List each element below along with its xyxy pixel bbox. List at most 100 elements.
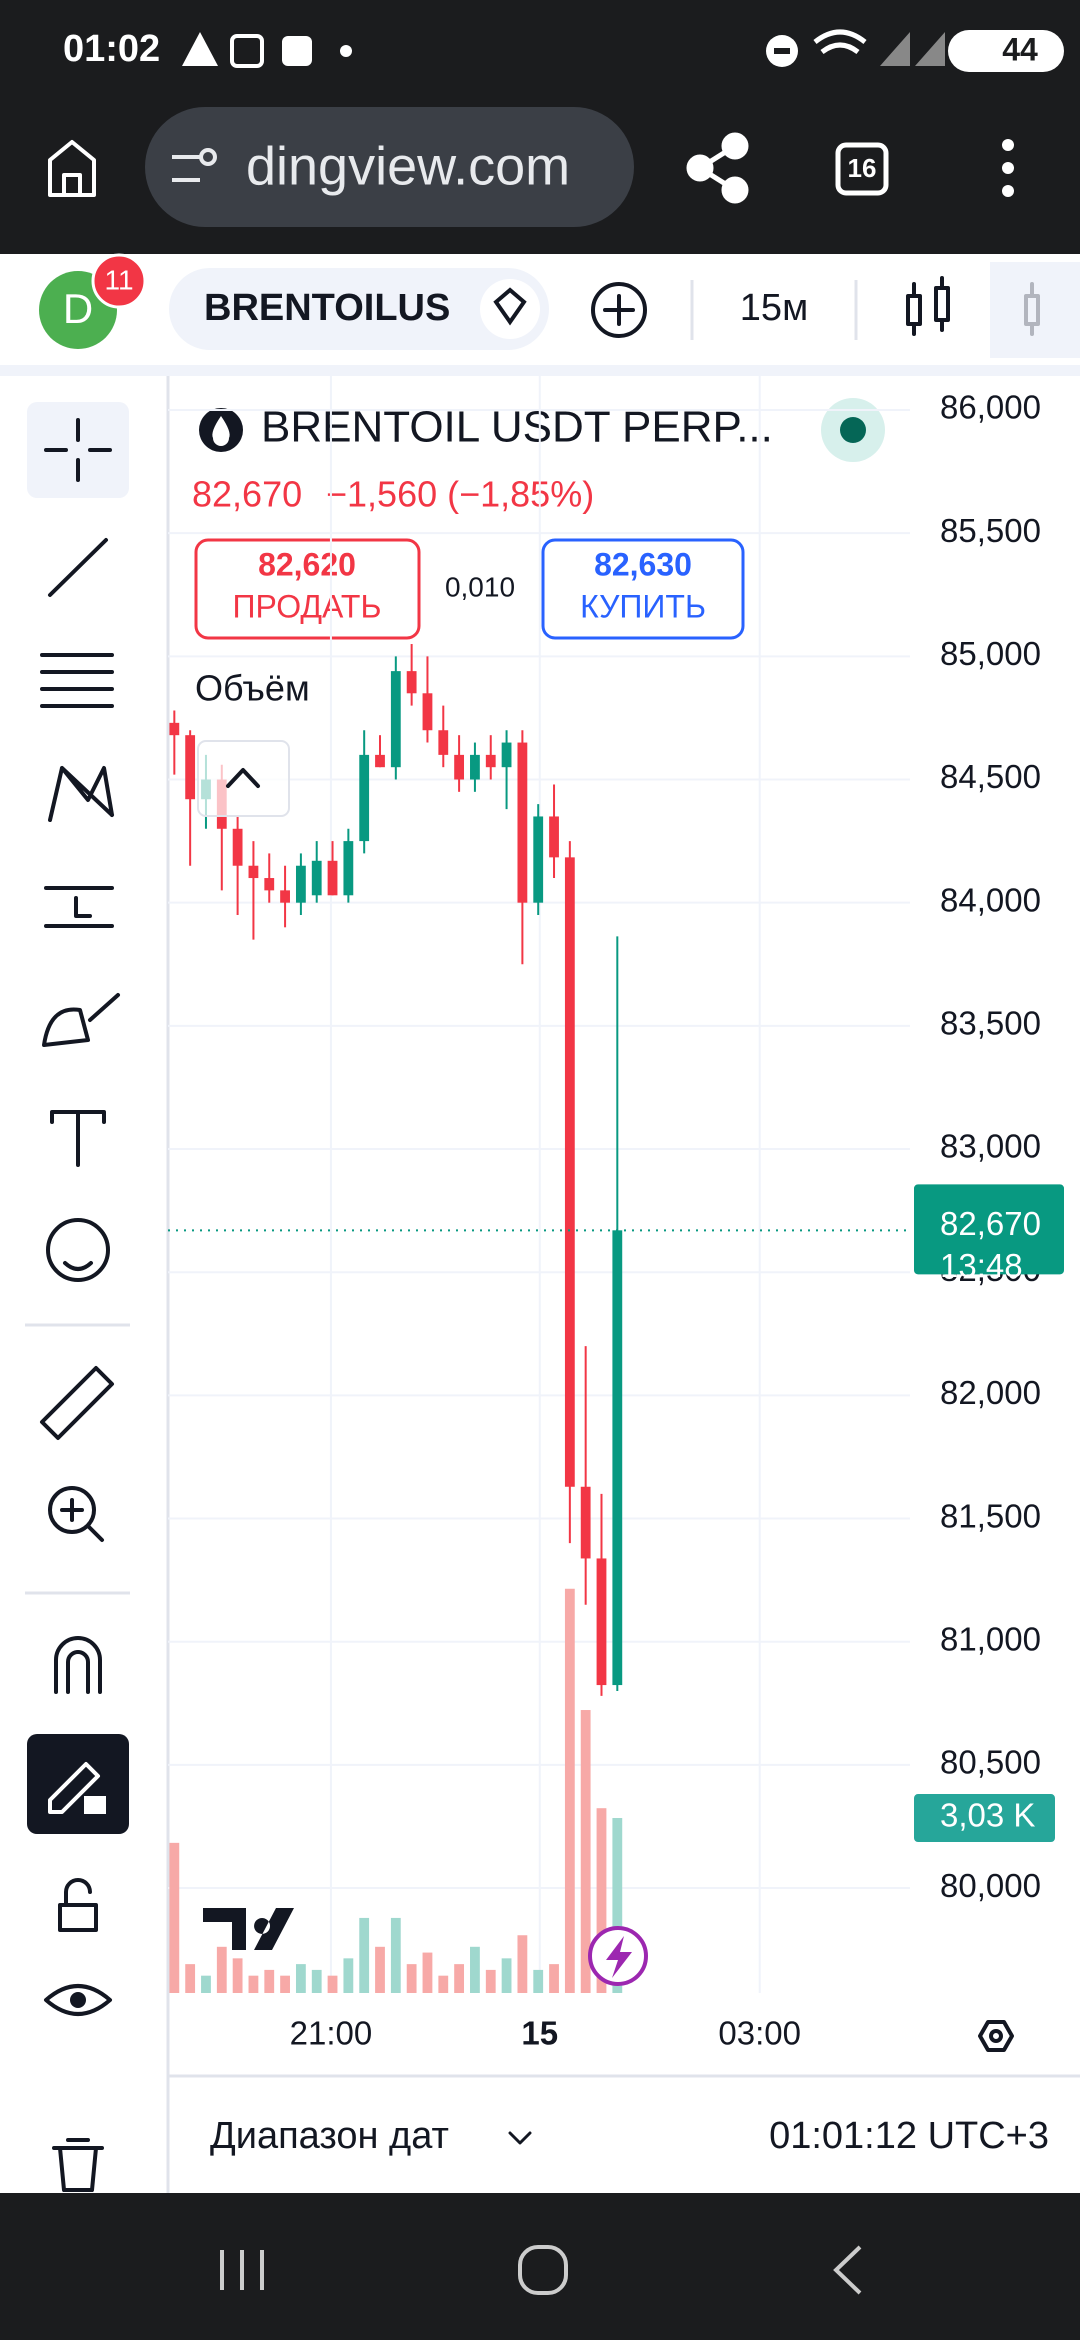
pencil — [48, 1762, 100, 1814]
home-nav-button[interactable] — [518, 2245, 568, 2295]
ruler-tool[interactable] — [40, 1366, 114, 1440]
volume-bar — [438, 1975, 449, 1993]
volume-bar — [343, 1958, 354, 1993]
volume-bar — [311, 1969, 322, 1993]
candle-body — [564, 857, 575, 1487]
buy-button[interactable] — [541, 538, 745, 640]
menu-button[interactable] — [1002, 139, 1014, 197]
y-tick-label: 85,500 — [940, 512, 1041, 549]
plus — [603, 294, 635, 326]
candle-body — [327, 860, 338, 896]
lock — [84, 1796, 106, 1814]
volume-bar — [549, 1964, 559, 1993]
last-price-box — [914, 1184, 1064, 1275]
x-tick-label: 21:00 — [290, 2015, 373, 2052]
warning-icon — [182, 32, 218, 66]
lock-drawings-tool[interactable] — [27, 1734, 129, 1834]
volume-bar — [533, 1969, 544, 1993]
symbol: BRENTOILUS — [204, 287, 450, 329]
nav-bar — [0, 2193, 1080, 2340]
tab-count: 16 — [848, 153, 877, 183]
sell-label: ПРОДАТЬ — [233, 588, 382, 624]
zoom-tool[interactable] — [48, 1486, 96, 1534]
pupil — [70, 1992, 86, 2008]
pattern-tool[interactable] — [48, 766, 114, 822]
signal-icon — [880, 32, 945, 66]
sell-button[interactable] — [194, 538, 421, 640]
separator — [0, 365, 1080, 376]
volume-bar — [454, 1964, 465, 1993]
crosshair-tool[interactable] — [27, 402, 129, 498]
candle-body — [280, 890, 290, 903]
site-settings[interactable] — [172, 155, 200, 182]
recents-button[interactable] — [220, 2250, 264, 2290]
candle-body — [390, 671, 401, 768]
volume-bar — [169, 1842, 180, 1993]
candle-body — [438, 730, 449, 755]
chart-type-button[interactable] — [906, 276, 950, 336]
y-tick-label: 83,000 — [940, 1128, 1041, 1165]
volume-bar — [185, 1964, 196, 1993]
chevron-down — [508, 2131, 532, 2145]
magnet-tool[interactable] — [54, 1636, 102, 1694]
y-tick-label: 84,000 — [940, 881, 1041, 918]
compare-button[interactable] — [591, 282, 647, 338]
candle-body — [185, 735, 196, 800]
candle-body — [169, 722, 180, 736]
tabs-button[interactable] — [835, 142, 889, 196]
volume-bar — [359, 1917, 370, 1993]
volume-bar — [422, 1952, 433, 1993]
price-change: −1,560 (−1,85%) — [326, 474, 594, 515]
volume-bar — [264, 1969, 275, 1993]
candle-body — [359, 754, 370, 842]
date-range[interactable]: Диапазон дат — [210, 2115, 449, 2157]
visibility-tool[interactable] — [44, 1984, 112, 2016]
crosshair — [44, 418, 112, 482]
interval[interactable]: 15м — [740, 287, 808, 329]
volume-bar — [232, 1958, 243, 1993]
indicators-button[interactable] — [990, 262, 1080, 358]
settings-button[interactable] — [978, 2020, 1014, 2052]
y-tick-label: 85,000 — [940, 635, 1041, 672]
home-button[interactable] — [48, 140, 96, 197]
grid — [168, 376, 910, 1993]
fib-tool[interactable] — [40, 653, 114, 708]
gear-hole — [989, 2029, 1003, 2043]
volume-bar — [596, 1808, 607, 1993]
forecast-tool[interactable] — [44, 886, 114, 928]
trendline-tool[interactable] — [48, 538, 108, 597]
candle-body — [264, 878, 275, 891]
candle-body — [406, 671, 417, 694]
candle-body — [422, 693, 433, 731]
dnd-bar — [774, 48, 790, 54]
chart-clock: 01:01:12 UTC+3 — [769, 2115, 1049, 2157]
sell-price: 82,620 — [258, 546, 356, 582]
collapse-button[interactable] — [197, 740, 290, 817]
delete-tool[interactable] — [52, 2138, 104, 2192]
unlock-tool[interactable] — [58, 1878, 98, 1932]
drop — [212, 416, 230, 446]
zoom-plus — [60, 1498, 104, 1542]
volume-bar — [564, 1588, 575, 1993]
status-dot — [840, 417, 866, 443]
smile — [63, 1261, 93, 1271]
premium-button[interactable] — [480, 279, 540, 339]
dot — [340, 45, 352, 57]
candle-body — [454, 754, 465, 780]
brush-tool[interactable] — [42, 993, 120, 1047]
symbol-search[interactable] — [169, 268, 549, 350]
bolt — [606, 1936, 632, 1978]
candle-body — [533, 816, 544, 903]
share-button[interactable] — [686, 132, 749, 204]
emoji-tool[interactable] — [46, 1218, 110, 1282]
back-button[interactable] — [833, 2245, 862, 2295]
text-tool[interactable] — [50, 1110, 106, 1167]
volume-bar — [501, 1958, 512, 1993]
candle-body — [343, 841, 354, 896]
candle-body — [375, 754, 385, 768]
url-bar[interactable] — [145, 107, 634, 227]
candle-body — [248, 865, 259, 879]
badge-count: 11 — [104, 264, 133, 295]
chevron-up — [226, 768, 260, 788]
volume-bar — [580, 1710, 591, 1993]
